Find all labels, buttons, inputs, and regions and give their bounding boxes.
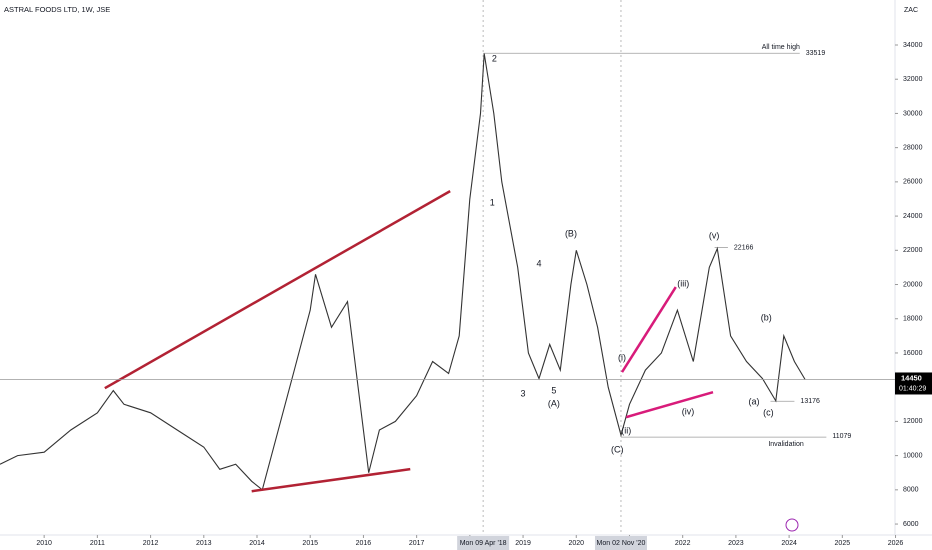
level-label: 33519 xyxy=(806,50,826,57)
x-tick-label: 2014 xyxy=(249,540,265,547)
price-line xyxy=(0,53,806,491)
wave-label: (v) xyxy=(709,230,720,240)
wave-label: 3 xyxy=(521,389,526,399)
trendline xyxy=(620,286,677,373)
wave-label: (c) xyxy=(763,408,774,418)
wave-label: 4 xyxy=(537,259,542,269)
wave-label: (C) xyxy=(611,445,624,455)
trendline xyxy=(251,467,411,493)
x-tick-label: 2020 xyxy=(568,540,584,547)
x-tick-label: 2012 xyxy=(143,540,159,547)
x-tick-label: 2022 xyxy=(675,540,691,547)
y-tick-label: 34000 xyxy=(903,42,923,49)
x-tick-label: 2023 xyxy=(728,540,744,547)
crosshair-label-bg xyxy=(594,536,647,550)
x-tick-label: 2019 xyxy=(515,540,531,547)
y-tick-label: 16000 xyxy=(903,350,923,357)
last-price-bg xyxy=(895,372,932,395)
y-tick-label: 18000 xyxy=(903,316,923,323)
wave-label: (B) xyxy=(565,228,577,238)
x-tick-label: 2016 xyxy=(356,540,372,547)
wave-label: (b) xyxy=(761,312,772,322)
y-tick-label: 24000 xyxy=(903,213,923,220)
trendline xyxy=(104,190,451,390)
y-tick-label: 6000 xyxy=(903,521,919,528)
x-tick-label: 2010 xyxy=(36,540,52,547)
wave-label: 1 xyxy=(490,197,495,207)
crosshair-label: Mon 02 Nov '20 xyxy=(597,540,646,547)
wave-label: (a) xyxy=(748,396,759,406)
y-tick-label: 28000 xyxy=(903,144,923,151)
y-tick-label: 8000 xyxy=(903,487,919,494)
y-tick-label: 26000 xyxy=(903,179,923,186)
x-tick-label: 2017 xyxy=(409,540,425,547)
y-tick-label: 12000 xyxy=(903,418,923,425)
wave-label: (i) xyxy=(618,352,626,362)
level-label: 22166 xyxy=(734,244,754,251)
alert-icon[interactable] xyxy=(785,518,799,532)
level-note: Invalidation xyxy=(768,441,804,448)
x-tick-label: 2024 xyxy=(781,540,797,547)
x-tick-label: 2025 xyxy=(835,540,851,547)
x-tick-label: 2015 xyxy=(302,540,318,547)
trendline xyxy=(625,390,714,419)
x-tick-label: 2013 xyxy=(196,540,212,547)
wave-label: 5 xyxy=(551,385,556,395)
y-tick-label: 32000 xyxy=(903,76,923,83)
x-tick-label: 2011 xyxy=(90,540,105,547)
wave-label: 2 xyxy=(492,53,497,63)
wave-label: (iv) xyxy=(682,407,695,417)
last-price: 14450 xyxy=(901,373,922,382)
y-tick-label: 30000 xyxy=(903,110,923,117)
y-tick-label: 20000 xyxy=(903,281,923,288)
x-tick-label: 2026 xyxy=(888,540,904,547)
crosshair-label-bg xyxy=(457,536,510,550)
level-label: 13176 xyxy=(800,398,820,405)
wave-label: (ii) xyxy=(621,426,631,436)
wave-label: (iii) xyxy=(677,279,689,289)
wave-label: (A) xyxy=(548,398,560,408)
countdown: 01:40:29 xyxy=(899,385,926,392)
crosshair-label: Mon 09 Apr '18 xyxy=(460,540,507,547)
level-note: All time high xyxy=(762,44,800,51)
y-tick-label: 22000 xyxy=(903,247,923,254)
y-tick-label: 10000 xyxy=(903,452,923,459)
chart-title: ASTRAL FOODS LTD, 1W, JSE xyxy=(4,5,110,14)
currency: ZAC xyxy=(904,7,918,14)
level-label: 11079 xyxy=(832,433,851,440)
